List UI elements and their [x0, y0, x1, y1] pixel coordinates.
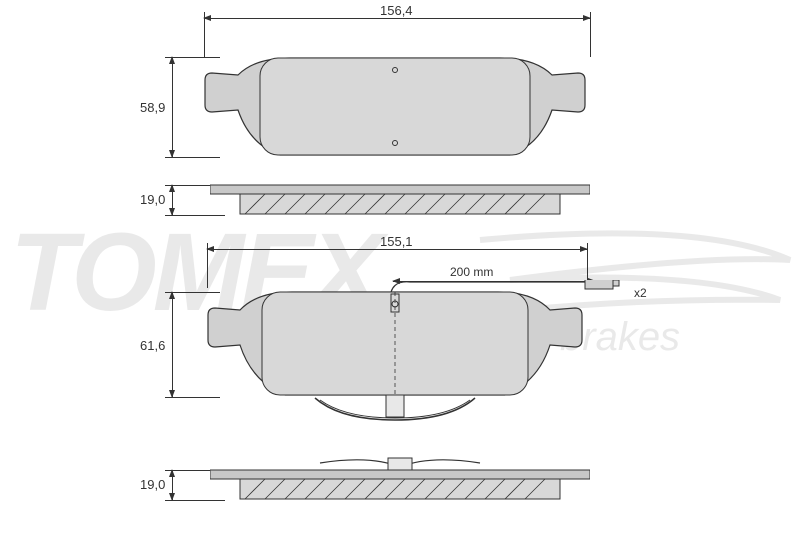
dim-top-width-line [204, 18, 590, 19]
dim-bottom-thickness: 19,0 [140, 477, 165, 492]
dim-top-thickness: 19,0 [140, 192, 165, 207]
dim-bottom-width: 155,1 [380, 234, 413, 249]
dim-top-thick-line [172, 185, 173, 215]
dim-top-height: 58,9 [140, 100, 165, 115]
top-pad-front [190, 50, 610, 170]
drawing-canvas: TOMEX brakes 156,4 58,9 19,0 [0, 0, 800, 534]
bottom-pad-side [210, 455, 590, 510]
dim-top-height-line [172, 57, 173, 157]
top-pad-side [210, 180, 590, 220]
wire-qty: x2 [634, 286, 647, 300]
dim-wire-length: 200 mm [450, 265, 493, 279]
dim-top-width: 156,4 [380, 3, 413, 18]
dim-bot-height-line [172, 292, 173, 397]
bottom-pad-front [190, 280, 630, 440]
dim-bot-thick-line [172, 470, 173, 500]
dim-bot-width-line [207, 249, 587, 250]
dim-bottom-height: 61,6 [140, 338, 165, 353]
